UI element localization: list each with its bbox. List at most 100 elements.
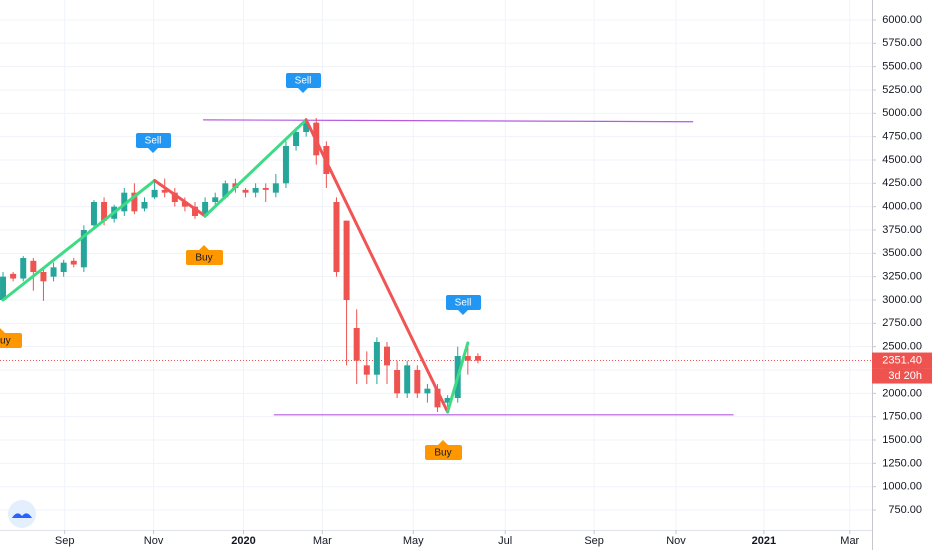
zigzag-segment bbox=[446, 341, 470, 414]
candle-body bbox=[141, 201, 148, 209]
buy-label: Buy bbox=[434, 448, 451, 459]
y-tick-label: 4250.00 bbox=[882, 177, 922, 189]
y-tick-label: 4750.00 bbox=[882, 131, 922, 143]
candle-body bbox=[262, 187, 269, 190]
x-tick-label: 2020 bbox=[231, 535, 255, 547]
candle-body bbox=[353, 328, 360, 361]
x-tick-label: Nov bbox=[666, 535, 686, 547]
candle-body bbox=[222, 183, 229, 198]
candle-body bbox=[192, 206, 199, 216]
y-tick-label: 2750.00 bbox=[882, 317, 922, 329]
sell-label: Sell bbox=[295, 76, 312, 87]
candle-body bbox=[10, 273, 17, 279]
zigzag-segment bbox=[153, 179, 207, 218]
sell-tag: Sell bbox=[136, 133, 171, 153]
sell-tag: Sell bbox=[446, 295, 481, 315]
candle-body bbox=[293, 131, 300, 146]
y-tick-label: 3500.00 bbox=[882, 247, 922, 259]
x-tick-label: Sep bbox=[55, 535, 75, 547]
x-tick-label: Nov bbox=[144, 535, 164, 547]
x-tick-label: Mar bbox=[313, 535, 332, 547]
y-tick-label: 3250.00 bbox=[882, 271, 922, 283]
candle-body bbox=[282, 145, 289, 184]
candle-body bbox=[50, 267, 57, 277]
x-tick-label: Jul bbox=[498, 535, 512, 547]
last-price-label: 2351.40 bbox=[882, 354, 922, 366]
y-tick-label: 5500.00 bbox=[882, 61, 922, 73]
buy-label: Buy bbox=[195, 253, 212, 264]
zigzag-segment bbox=[304, 118, 450, 414]
candle-body bbox=[394, 370, 401, 394]
buy-tag: Buy bbox=[425, 440, 462, 460]
logo bbox=[8, 500, 36, 528]
y-tick-label: 2500.00 bbox=[882, 341, 922, 353]
buy-tag: Buy bbox=[186, 245, 223, 265]
candle-body bbox=[40, 272, 47, 282]
x-tick-label: 2021 bbox=[752, 535, 776, 547]
last-price-badge bbox=[872, 352, 932, 369]
candle-body bbox=[242, 189, 249, 193]
candle-body bbox=[272, 183, 279, 193]
candle-body bbox=[434, 388, 441, 408]
candle-body bbox=[333, 201, 340, 273]
grid bbox=[0, 0, 872, 530]
candle-body bbox=[212, 197, 219, 202]
countdown-label: 3d 20h bbox=[888, 370, 922, 382]
y-tick-label: 5250.00 bbox=[882, 84, 922, 96]
y-tick-label: 2000.00 bbox=[882, 387, 922, 399]
candle-body bbox=[0, 276, 7, 301]
zigzag-segment bbox=[1, 179, 157, 302]
candle-body bbox=[424, 388, 431, 394]
y-tick-label: 1000.00 bbox=[882, 481, 922, 493]
plot bbox=[0, 117, 872, 416]
candle-body bbox=[80, 229, 87, 268]
y-tick-label: 6000.00 bbox=[882, 14, 922, 26]
candle-body bbox=[404, 365, 411, 394]
candle-body bbox=[363, 365, 370, 375]
candle-body bbox=[343, 220, 350, 301]
candle-body bbox=[171, 192, 178, 202]
candle-body bbox=[464, 356, 471, 361]
candle-body bbox=[474, 356, 481, 361]
candle-body bbox=[383, 346, 390, 366]
candle-body bbox=[252, 187, 259, 193]
x-tick-label: Mar bbox=[840, 535, 859, 547]
sell-label: Sell bbox=[455, 298, 472, 309]
x-tick-label: Sep bbox=[584, 535, 604, 547]
axes: 750.00 1000.00 1250.00 1500.00 1750.00 2000.0… bbox=[55, 14, 932, 547]
buy-label: Buy bbox=[0, 336, 11, 347]
candle-body bbox=[30, 260, 37, 273]
y-tick-label: 3750.00 bbox=[882, 224, 922, 236]
x-tick-label: May bbox=[403, 535, 424, 547]
candle-body bbox=[151, 189, 158, 198]
candle-body bbox=[70, 260, 77, 265]
candle-body bbox=[181, 201, 188, 207]
candle-body bbox=[60, 262, 67, 273]
candle-body bbox=[444, 398, 451, 403]
buy-tag: Buy bbox=[0, 328, 22, 348]
candle-body bbox=[20, 257, 27, 279]
y-tick-label: 4500.00 bbox=[882, 154, 922, 166]
sell-tag: Sell bbox=[286, 73, 321, 93]
level-line bbox=[203, 119, 694, 123]
candle-body bbox=[303, 122, 310, 132]
zigzag-segment bbox=[203, 118, 308, 218]
countdown-badge bbox=[872, 368, 932, 384]
candle-body bbox=[90, 201, 97, 226]
candle-body bbox=[161, 189, 168, 193]
candle-body bbox=[101, 201, 108, 221]
sell-label: Sell bbox=[145, 136, 162, 147]
y-tick-label: 4000.00 bbox=[882, 201, 922, 213]
candle-body bbox=[202, 201, 209, 216]
y-tick-label: 750.00 bbox=[888, 504, 922, 516]
candle-body bbox=[373, 342, 380, 375]
y-tick-label: 3000.00 bbox=[882, 294, 922, 306]
y-tick-label: 1500.00 bbox=[882, 434, 922, 446]
y-tick-label: 1750.00 bbox=[882, 411, 922, 423]
y-tick-label: 5000.00 bbox=[882, 107, 922, 119]
y-tick-label: 5750.00 bbox=[882, 37, 922, 49]
candle-body bbox=[121, 192, 128, 212]
candle-body bbox=[131, 192, 138, 212]
candle-body bbox=[414, 370, 421, 394]
